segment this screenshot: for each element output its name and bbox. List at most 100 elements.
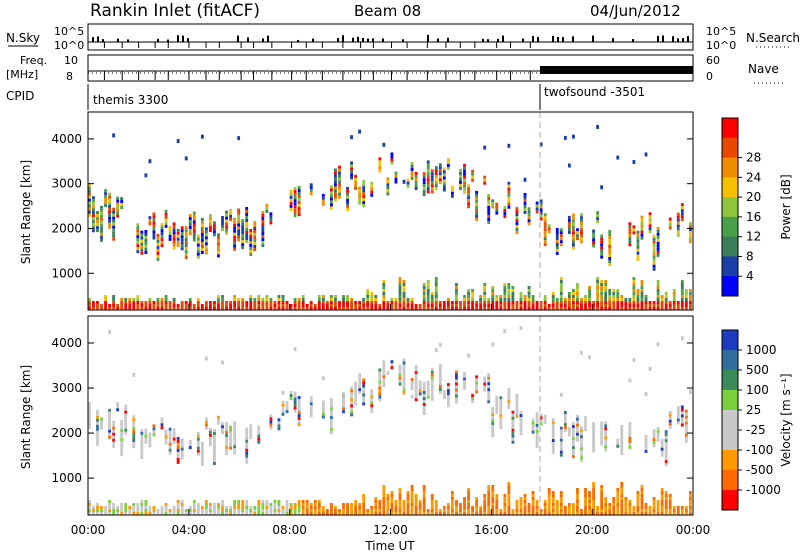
heat-cell	[446, 404, 450, 408]
heat-cell	[684, 436, 688, 440]
heat-cell	[104, 201, 107, 205]
heat-cell	[487, 208, 491, 212]
heat-cell	[551, 304, 555, 307]
heat-cell	[503, 215, 507, 219]
heat-cell	[676, 230, 680, 234]
heat-cell	[680, 206, 684, 210]
heat-cell	[406, 307, 410, 310]
heat-cell	[386, 186, 390, 190]
heat-cell	[140, 431, 144, 435]
heat-cell	[446, 307, 450, 310]
heat-cell	[192, 220, 196, 224]
heat-cell	[112, 307, 116, 310]
heat-cell	[604, 509, 608, 512]
heat-cell	[664, 463, 668, 467]
heat-cell	[459, 301, 462, 304]
y-tick-label: 4000	[51, 336, 82, 350]
heat-cell	[176, 139, 180, 144]
heat-cell	[495, 202, 499, 206]
heat-cell	[584, 425, 587, 429]
heat-cell	[668, 304, 672, 307]
heat-cell	[620, 304, 624, 307]
heat-cell	[362, 503, 366, 506]
heat-cell	[580, 216, 583, 220]
heat-cell	[144, 434, 148, 438]
heat-cell	[688, 222, 692, 226]
heat-cell	[596, 286, 600, 289]
heat-cell	[108, 509, 111, 512]
heat-cell	[624, 298, 628, 301]
heat-cell	[241, 228, 245, 232]
heat-cell	[596, 277, 600, 280]
heat-cell	[362, 497, 366, 500]
heat-cell	[527, 292, 531, 295]
heat-cell	[204, 503, 208, 506]
heat-cell	[600, 421, 604, 425]
heat-cell	[273, 509, 277, 512]
heat-cell	[188, 506, 192, 509]
nsky-bar	[117, 38, 119, 42]
heat-cell	[96, 307, 99, 310]
heat-cell	[604, 289, 608, 292]
heat-cell	[688, 225, 692, 229]
heat-cell	[499, 423, 503, 427]
heat-cell	[499, 307, 503, 310]
heat-cell	[636, 491, 640, 494]
heat-cell	[164, 441, 168, 445]
heat-cell	[374, 295, 378, 298]
heat-cell	[305, 503, 309, 506]
heat-cell	[200, 226, 204, 230]
heat-cell	[237, 506, 241, 509]
heat-cell	[241, 237, 245, 241]
heat-cell	[483, 286, 487, 289]
heat-cell	[644, 443, 648, 447]
heat-cell	[180, 453, 184, 457]
heat-cell	[92, 301, 95, 304]
heat-cell	[644, 307, 648, 310]
heat-cell	[531, 295, 535, 298]
heat-cell	[204, 512, 208, 515]
heat-cell	[519, 506, 523, 509]
heat-cell	[576, 307, 579, 310]
heat-cell	[273, 500, 277, 503]
heat-cell	[140, 242, 144, 246]
heat-cell	[592, 440, 595, 444]
heat-cell	[378, 157, 382, 161]
heat-cell	[551, 512, 555, 515]
heat-cell	[213, 455, 216, 459]
heat-cell	[382, 289, 386, 292]
heat-cell	[467, 289, 470, 292]
heat-cell	[241, 231, 245, 235]
heat-cell	[277, 418, 281, 422]
heat-cell	[273, 506, 277, 509]
heat-cell	[330, 410, 333, 414]
heat-cell	[551, 491, 555, 494]
heat-cell	[483, 145, 487, 150]
heat-cell	[410, 380, 414, 384]
heat-cell	[572, 298, 575, 301]
heat-cell	[245, 506, 249, 509]
heat-cell	[676, 221, 680, 225]
heat-cell	[572, 213, 575, 217]
heat-cell	[620, 439, 624, 443]
heat-cell	[229, 217, 232, 221]
heat-cell	[309, 411, 313, 415]
heat-cell	[422, 385, 426, 389]
heat-cell	[664, 494, 668, 497]
heat-cell	[180, 241, 184, 245]
heat-cell	[277, 424, 281, 428]
heat-cell	[479, 295, 483, 298]
heat-cell	[354, 177, 358, 181]
heat-cell	[382, 298, 386, 301]
heat-cell	[96, 439, 99, 443]
heat-cell	[600, 255, 604, 259]
heat-cell	[124, 301, 128, 304]
heat-cell	[108, 198, 111, 202]
heat-cell	[434, 184, 438, 188]
heat-cell	[620, 430, 624, 434]
nsky-bar	[97, 36, 99, 42]
heat-cell	[491, 488, 495, 491]
heat-cell	[209, 217, 212, 221]
heat-cell	[136, 307, 140, 310]
heat-cell	[140, 304, 144, 307]
